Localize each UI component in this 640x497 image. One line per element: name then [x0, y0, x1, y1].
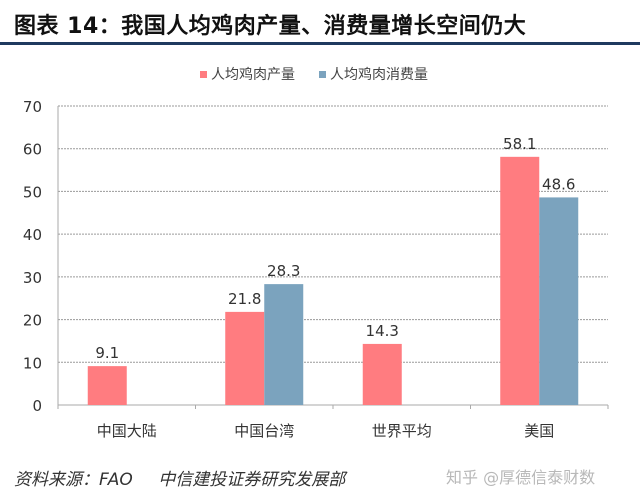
y-tick-label: 10 [23, 354, 42, 372]
y-tick-label: 50 [23, 183, 42, 201]
y-tick-label: 60 [23, 141, 42, 159]
watermark: 知乎 @厚德信泰财数 [446, 468, 596, 487]
bar-value-label: 9.1 [95, 344, 119, 362]
chart-legend: 人均鸡肉产量 人均鸡肉消费量 [200, 64, 428, 84]
bar-value-label: 28.3 [267, 262, 300, 280]
data-labels: 9.1 21.8 28.3 14.3 58.1 48.6 [95, 135, 575, 362]
source-text: 资料来源：FAO [14, 470, 133, 490]
legend-item-consumption: 人均鸡肉消费量 [319, 64, 428, 84]
bar [539, 197, 579, 405]
y-tick-label: 70 [23, 98, 42, 116]
x-tick-label: 世界平均 [372, 422, 432, 440]
bar-value-label: 21.8 [228, 290, 261, 308]
x-tick-label: 中国大陆 [97, 422, 157, 440]
bar [264, 284, 304, 405]
legend-swatch-consumption [319, 70, 326, 78]
y-tick-label: 20 [23, 312, 42, 330]
legend-item-production: 人均鸡肉产量 [200, 64, 295, 84]
chart-title: 图表 14：我国人均鸡肉产量、消费量增长空间仍大 [14, 14, 527, 39]
bar-value-label: 58.1 [503, 135, 536, 153]
title-bar: 图表 14：我国人均鸡肉产量、消费量增长空间仍大 [0, 0, 640, 45]
bar [362, 343, 402, 405]
x-tick-label: 中国台湾 [234, 422, 294, 440]
bar [225, 311, 265, 405]
legend-label-consumption: 人均鸡肉消费量 [330, 67, 428, 83]
bars [87, 156, 579, 405]
y-tick-label: 30 [23, 269, 42, 287]
department-text: 中信建投证券研究发展部 [158, 470, 346, 490]
legend-label-production: 人均鸡肉产量 [211, 67, 295, 83]
bar-value-label: 48.6 [542, 175, 575, 193]
x-tick-label: 美国 [524, 422, 554, 440]
gridlines [58, 105, 608, 363]
title-divider [0, 42, 640, 45]
bar-value-label: 14.3 [366, 322, 399, 340]
bar [500, 156, 540, 405]
source-note: 资料来源：FAO 中信建投证券研究发展部 [14, 465, 345, 490]
bar [87, 366, 127, 405]
y-tick-label: 0 [32, 397, 42, 415]
legend-swatch-production [200, 70, 207, 78]
y-tick-label: 40 [23, 226, 42, 244]
axes: 0 10 20 30 40 50 60 70 中国大陆 中国台湾 世界平均 美国 [23, 98, 609, 440]
